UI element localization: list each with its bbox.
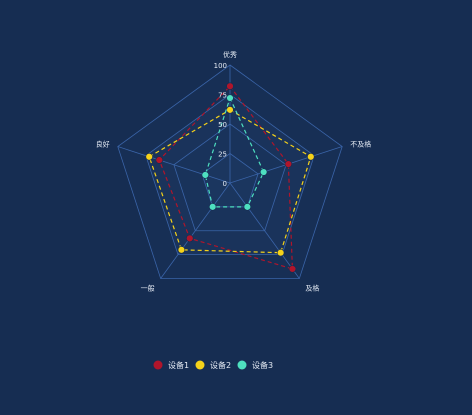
data-point — [155, 156, 163, 164]
indicator-label: 优秀 — [223, 50, 237, 59]
data-point — [226, 106, 234, 114]
data-point — [226, 82, 234, 90]
data-point — [186, 234, 194, 243]
data-point — [177, 246, 186, 254]
tick-label: 100 — [214, 62, 227, 70]
legend-item[interactable]: 设备1 — [153, 360, 190, 370]
data-point — [276, 248, 285, 257]
axis-spoke — [229, 182, 300, 279]
legend-item[interactable]: 设备2 — [195, 360, 232, 370]
legend-label: 设备3 — [252, 360, 273, 370]
axis-spoke — [160, 182, 231, 279]
legend-marker — [153, 360, 163, 370]
tick-label: 50 — [218, 121, 227, 129]
data-point — [288, 265, 297, 273]
series-2 — [145, 106, 315, 257]
data-point — [259, 168, 268, 176]
indicator-label: 一般 — [141, 283, 155, 292]
data-point — [243, 203, 252, 211]
tick-label: 0 — [223, 180, 227, 188]
legend: 设备1 设备2 设备3 — [153, 360, 274, 370]
legend-marker — [237, 360, 247, 370]
series-line — [148, 109, 312, 254]
axis-spoke — [117, 146, 231, 184]
series-line — [158, 85, 294, 270]
data-point — [226, 94, 234, 102]
data-point — [145, 153, 153, 161]
indicator-label: 不及格 — [350, 140, 371, 149]
data-point — [208, 203, 217, 211]
data-point — [307, 153, 315, 161]
legend-marker — [195, 360, 205, 370]
data-point — [201, 171, 210, 179]
indicator-label: 良好 — [96, 140, 110, 149]
series-3 — [201, 94, 268, 211]
legend-label: 设备2 — [210, 360, 231, 370]
legend-item[interactable]: 设备3 — [237, 360, 274, 370]
legend-label: 设备1 — [168, 360, 189, 370]
data-point — [284, 160, 293, 168]
series-1 — [155, 82, 297, 273]
tick-label: 25 — [218, 151, 227, 159]
tick-label: 75 — [218, 92, 227, 100]
radar-series — [145, 82, 315, 273]
indicator-label: 及格 — [305, 283, 319, 292]
